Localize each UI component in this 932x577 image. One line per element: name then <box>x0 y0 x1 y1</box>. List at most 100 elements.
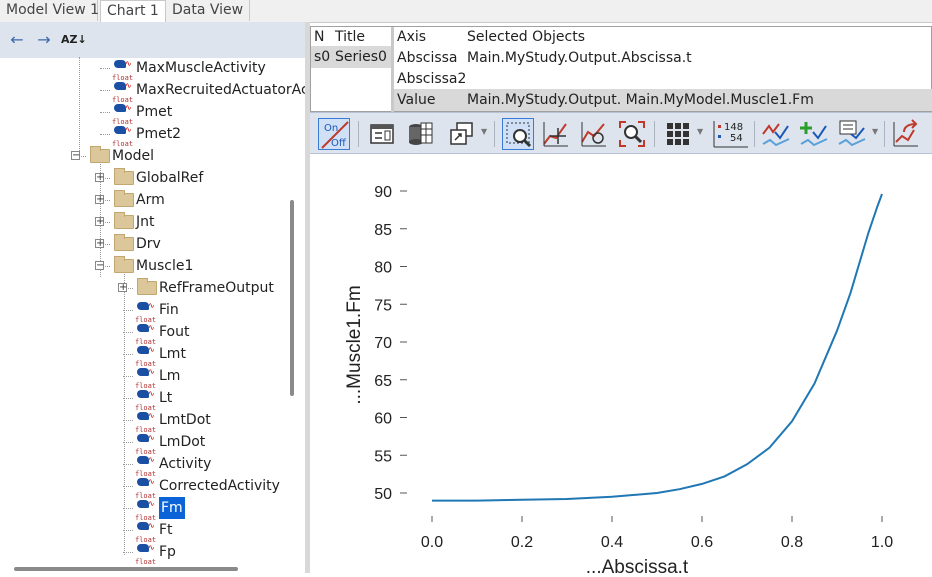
float-variable-icon: ∿ float <box>112 59 134 83</box>
zoom-region-icon[interactable] <box>502 118 534 150</box>
curve-style-icon[interactable] <box>760 118 792 150</box>
series-title: Series0 <box>335 49 387 65</box>
collapse-icon[interactable]: − <box>71 150 81 161</box>
tree-item-ft[interactable]: ∿ float Ft <box>0 519 305 544</box>
tree-connector <box>123 464 133 465</box>
tree-item-activity[interactable]: ∿ float Activity <box>0 453 305 478</box>
expand-icon[interactable]: + <box>95 194 105 205</box>
tree-item-label: Fin <box>159 302 179 318</box>
tree-item-fp[interactable]: ∿ float Fp <box>0 541 305 566</box>
line-chart: 50 55 60 65 70 75 80 85 90 0.0 0.2 0.4 0.6 0.8 1.0 ..… <box>344 184 893 577</box>
x-axis: 0.0 0.2 0.4 0.6 0.8 1.0 <box>421 516 893 551</box>
tree-item-lmt[interactable]: ∿ float Lmt <box>0 343 305 368</box>
selected-value[interactable]: Main.MyStudy.Output. Main.MyModel.Muscle… <box>467 92 814 108</box>
float-variable-icon: ∿ float <box>112 125 134 149</box>
tree-connector <box>76 156 86 157</box>
tree-item-pmet2[interactable]: ∿ float Pmet2 <box>0 123 305 149</box>
tree-item-arm[interactable]: + Arm <box>0 189 305 211</box>
y-axis: 50 55 60 65 70 75 80 85 90 <box>374 184 407 503</box>
pan-icon[interactable] <box>540 118 572 150</box>
arrow-left-icon[interactable]: ← <box>10 30 24 49</box>
series-n: s0 <box>314 49 331 65</box>
values-display-icon[interactable]: 148 54 <box>710 118 750 150</box>
properties-icon[interactable] <box>366 118 398 150</box>
tree-item-fin[interactable]: ∿ float Fin <box>0 299 305 324</box>
float-variable-icon: ∿ float <box>112 81 134 105</box>
x-axis-title: ...Abscissa.t <box>586 557 689 573</box>
float-variable-icon: ∿ float <box>135 367 157 391</box>
tree-item-drv[interactable]: + Drv <box>0 233 305 255</box>
tree-horizontal-scrollbar[interactable] <box>14 567 238 571</box>
add-series-icon[interactable] <box>798 118 830 150</box>
folder-icon <box>114 234 134 251</box>
copy-windows-icon[interactable] <box>446 118 478 150</box>
selected-row-value[interactable] <box>394 89 932 111</box>
selected-abscissa[interactable]: Main.MyStudy.Output.Abscissa.t <box>467 50 692 66</box>
off-label: Off <box>331 138 347 149</box>
tree-item-jnt[interactable]: + Jnt <box>0 211 305 233</box>
tree-item-muscle1[interactable]: − Muscle1 <box>0 255 305 277</box>
tab-model-view[interactable]: Model View 1 <box>0 0 99 21</box>
axis-abscissa2[interactable]: Abscissa2 <box>397 71 467 87</box>
tree-vertical-scrollbar[interactable] <box>290 200 294 396</box>
tree-item-lmtdot[interactable]: ∿ float LmtDot <box>0 409 305 434</box>
grid-icon[interactable] <box>662 118 694 150</box>
tab-data-view[interactable]: Data View <box>166 0 250 21</box>
tree-item-correctedactivity[interactable]: ∿ float CorrectedActivity <box>0 475 305 500</box>
arrow-right-icon[interactable]: → <box>37 30 51 49</box>
tree-item-label: Lmt <box>159 346 186 362</box>
series-line-0 <box>432 193 883 502</box>
on-off-toggle-icon[interactable]: On Off <box>318 118 350 150</box>
tree-item-globalref[interactable]: + GlobalRef <box>0 167 305 189</box>
y-axis-title: ...Muscle1.Fm <box>344 285 365 404</box>
sort-az-icon[interactable]: AZ↓ <box>61 33 87 46</box>
tab-chart[interactable]: Chart 1 <box>100 0 166 23</box>
y-tick-label: 55 <box>374 448 392 465</box>
tree-item-lmdot[interactable]: ∿ float LmDot <box>0 431 305 456</box>
expand-icon[interactable]: + <box>95 238 105 249</box>
axis-abscissa[interactable]: Abscissa <box>397 50 458 66</box>
series-list-icon[interactable] <box>836 118 868 150</box>
zoom-fit-icon[interactable] <box>616 118 648 150</box>
tree-item-fout[interactable]: ∿ float Fout <box>0 321 305 346</box>
tree-item-label: RefFrameOutput <box>159 280 274 296</box>
header-selected-objects: Selected Objects <box>467 29 586 45</box>
collapse-icon[interactable]: − <box>95 260 105 271</box>
badge-bottom: 54 <box>730 133 743 144</box>
tree-item-maxmuscleactivity[interactable]: ∿ float MaxMuscleActivity <box>0 57 305 83</box>
chart-plot-area[interactable]: 50 55 60 65 70 75 80 85 90 0.0 0.2 0.4 0.6 0.8 1.0 ..… <box>310 155 932 577</box>
tree-guide-line <box>124 265 125 555</box>
x-tick-label: 0.0 <box>421 534 443 551</box>
series-row-s0[interactable] <box>311 46 391 68</box>
expand-icon[interactable]: + <box>95 172 105 183</box>
tree-item-label: Fm <box>159 497 185 519</box>
tree-item-maxrecruitedactuatoract[interactable]: ∿ float MaxRecruitedActuatorAct <box>0 79 314 105</box>
expand-icon[interactable]: + <box>95 216 105 227</box>
tree-item-refframeoutput[interactable]: + RefFrameOutput <box>0 277 305 299</box>
series-lines <box>432 193 883 502</box>
tree-item-label: LmtDot <box>159 412 211 428</box>
tree-item-label: Ft <box>159 522 173 538</box>
tree-connector <box>100 178 110 179</box>
tree-connector <box>100 68 110 69</box>
zoom-curve-icon[interactable] <box>578 118 610 150</box>
tree-connector <box>123 442 133 443</box>
tree-item-lt[interactable]: ∿ float Lt <box>0 387 305 413</box>
expand-icon[interactable]: + <box>118 282 128 293</box>
folder-icon <box>114 256 134 273</box>
tree-connector <box>100 134 110 135</box>
data-table-icon[interactable] <box>404 118 436 150</box>
tree-item-label: LmDot <box>159 434 206 450</box>
tree-item-label: Pmet2 <box>136 126 182 142</box>
pane-splitter[interactable] <box>305 22 310 573</box>
tree-item-lm[interactable]: ∿ float Lm <box>0 365 305 391</box>
y-tick-label: 50 <box>374 486 392 503</box>
header-n: N <box>314 29 325 45</box>
tree-item-model[interactable]: − Model <box>0 145 305 167</box>
tree-item-fm[interactable]: ∿ float Fm <box>0 497 305 522</box>
folder-icon <box>114 190 134 207</box>
tree-item-pmet[interactable]: ∿ float Pmet <box>0 101 305 126</box>
export-icon[interactable] <box>890 118 922 150</box>
float-variable-icon: ∿ float <box>135 389 157 413</box>
axis-value[interactable]: Value <box>397 92 436 108</box>
